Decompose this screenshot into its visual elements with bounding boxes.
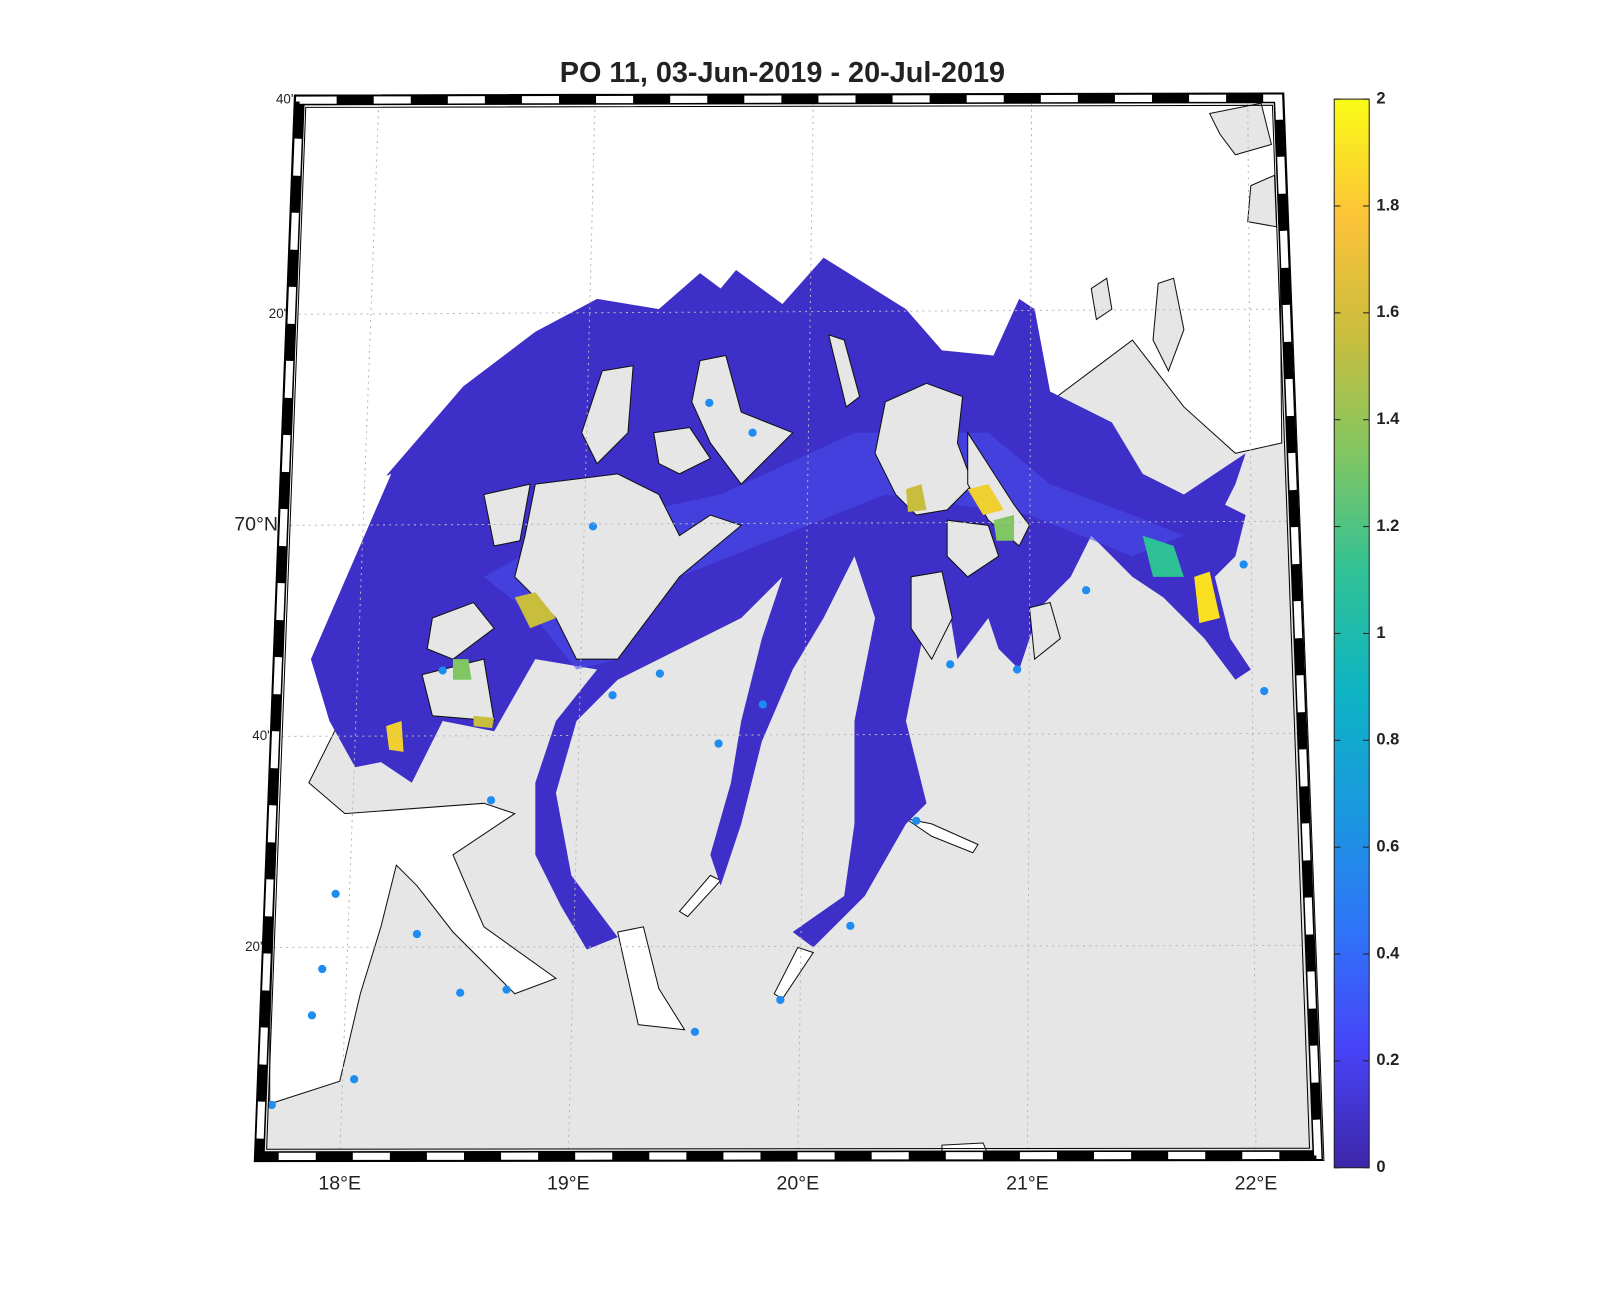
fjord bbox=[617, 926, 686, 1031]
island bbox=[1152, 277, 1185, 373]
island bbox=[483, 483, 531, 547]
colorbar-tick-label: 0.8 bbox=[1376, 731, 1399, 749]
map-frame bbox=[253, 92, 1325, 1163]
fjord bbox=[905, 818, 979, 854]
colorbar-tick-label: 0.6 bbox=[1376, 838, 1399, 856]
colorbar-tick-label: 1.8 bbox=[1376, 196, 1399, 214]
island bbox=[514, 473, 743, 660]
island bbox=[874, 382, 974, 516]
colorbar-tick-label: 1.4 bbox=[1376, 410, 1400, 428]
shaded-field bbox=[483, 432, 1184, 670]
lat-label: 40' bbox=[252, 728, 269, 743]
island bbox=[910, 571, 953, 661]
lon-label: 22°E bbox=[1235, 1172, 1278, 1194]
island bbox=[828, 334, 861, 408]
lon-label: 21°E bbox=[1006, 1172, 1049, 1194]
stations bbox=[267, 398, 1300, 1110]
fjord bbox=[678, 874, 722, 918]
island bbox=[691, 354, 794, 485]
lat-label: 20' bbox=[269, 306, 286, 321]
lon-label: 19°E bbox=[547, 1172, 590, 1194]
lon-label: 18°E bbox=[318, 1172, 361, 1194]
lat-label: 40' bbox=[276, 92, 293, 107]
graticule-labels: 18°E 19°E 20°E 21°E 22°E 40' 20' 70°N 40' 20' bbox=[234, 92, 1277, 1195]
colorbar-tick-label: 0.2 bbox=[1376, 1051, 1399, 1069]
lat-label: 20' bbox=[245, 939, 262, 954]
colorbar-tick-label: 1.6 bbox=[1376, 303, 1399, 321]
shaded-field bbox=[310, 257, 1251, 950]
island bbox=[426, 601, 495, 660]
colorbar-tick-label: 0 bbox=[1376, 1158, 1385, 1176]
colorbar-tick-label: 1 bbox=[1376, 624, 1385, 642]
colorbar-tick-label: 1.2 bbox=[1376, 517, 1399, 535]
island bbox=[581, 365, 634, 465]
colorbar-tick-label: 2 bbox=[1376, 89, 1385, 107]
lat-label: 70°N bbox=[234, 514, 278, 536]
colorbar-tick-label: 0.4 bbox=[1376, 944, 1400, 962]
lon-label: 20°E bbox=[777, 1172, 820, 1194]
island bbox=[653, 426, 712, 475]
island bbox=[1090, 277, 1113, 321]
map-title: PO 11, 03-Jun-2019 - 20-Jul-2019 bbox=[560, 57, 1005, 89]
island bbox=[1028, 601, 1061, 661]
high-value-patches bbox=[386, 484, 1220, 752]
island bbox=[946, 519, 1000, 578]
graticule bbox=[267, 98, 1309, 1156]
